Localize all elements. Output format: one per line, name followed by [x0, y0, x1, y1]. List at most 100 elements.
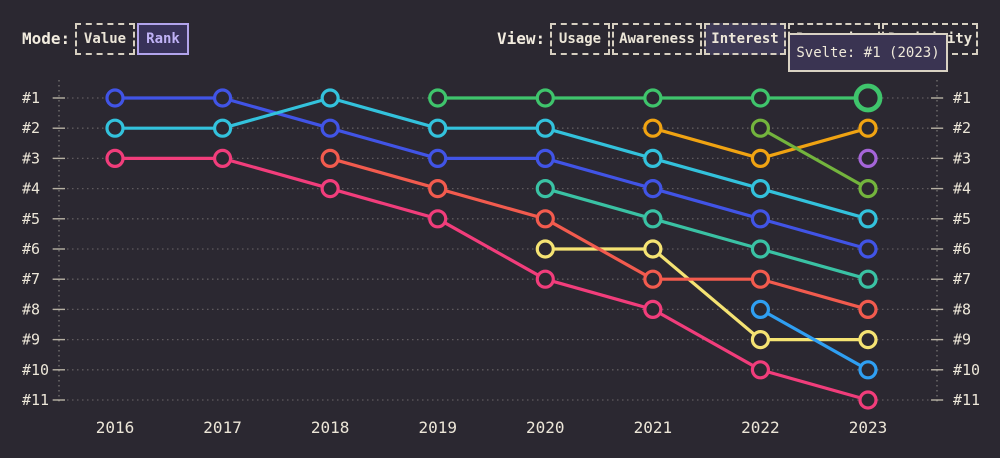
- rank-label-left-6: #6: [22, 240, 40, 258]
- marker-pink-2016[interactable]: [105, 148, 125, 168]
- marker-royal-blue-2020[interactable]: [535, 148, 555, 168]
- year-label-2021: 2021: [634, 418, 673, 437]
- year-label-2022: 2022: [741, 418, 780, 437]
- marker-coral-2020[interactable]: [535, 209, 555, 229]
- marker-pink-2021[interactable]: [643, 299, 663, 319]
- marker-svelte-2020[interactable]: [535, 88, 555, 108]
- marker-pink-2018[interactable]: [320, 179, 340, 199]
- marker-yellow-2021[interactable]: [643, 239, 663, 259]
- marker-pink-2019[interactable]: [428, 209, 448, 229]
- marker-teal-2022[interactable]: [750, 239, 771, 259]
- marker-royal-blue-2022[interactable]: [750, 209, 771, 229]
- marker-coral-2023[interactable]: [858, 299, 878, 319]
- marker-coral-2018[interactable]: [320, 148, 340, 168]
- marker-royal-blue-2021[interactable]: [643, 179, 663, 199]
- marker-amber-2022[interactable]: [750, 148, 771, 168]
- marker-cyan-2020[interactable]: [535, 118, 555, 138]
- marker-cyan-2017[interactable]: [212, 118, 233, 138]
- rank-label-right-2: #2: [953, 119, 971, 137]
- marker-royal-blue-2023[interactable]: [858, 239, 878, 259]
- tooltip: Svelte: #1 (2023): [788, 33, 948, 72]
- rank-label-left-2: #2: [22, 119, 40, 137]
- marker-yellow-2023[interactable]: [858, 330, 878, 350]
- year-label-2020: 2020: [526, 418, 565, 437]
- rank-label-right-1: #1: [953, 89, 971, 107]
- series-line-pink: [113, 156, 870, 402]
- marker-yellow-2020[interactable]: [535, 239, 555, 259]
- marker-svelte-2021[interactable]: [643, 88, 663, 108]
- rank-label-right-7: #7: [953, 270, 971, 288]
- marker-sky-blue-2023[interactable]: [858, 360, 878, 380]
- rank-label-left-11: #11: [22, 391, 49, 409]
- rank-label-right-9: #9: [953, 331, 971, 349]
- view-option-usage[interactable]: Usage: [550, 23, 610, 55]
- year-label-2018: 2018: [311, 418, 350, 437]
- marker-cyan-2023[interactable]: [858, 209, 878, 229]
- rank-label-right-10: #10: [953, 361, 980, 379]
- marker-cyan-2022[interactable]: [750, 179, 771, 199]
- marker-cyan-2021[interactable]: [643, 148, 663, 168]
- marker-cyan-2016[interactable]: [105, 118, 125, 138]
- marker-pink-2023[interactable]: [858, 390, 878, 410]
- year-label-2017: 2017: [203, 418, 242, 437]
- marker-cyan-2019[interactable]: [428, 118, 448, 138]
- marker-pink-2022[interactable]: [750, 360, 771, 380]
- mode-label: Mode:: [22, 29, 71, 48]
- view-option-interest[interactable]: Interest: [704, 23, 786, 55]
- tooltip-text: Svelte: #1 (2023): [796, 44, 940, 61]
- marker-pink-2017[interactable]: [212, 148, 233, 168]
- marker-olive-green-2022[interactable]: [750, 118, 771, 138]
- rank-label-left-7: #7: [22, 270, 40, 288]
- rank-label-right-3: #3: [953, 149, 971, 167]
- marker-svelte-2022[interactable]: [750, 88, 771, 108]
- marker-teal-2021[interactable]: [643, 209, 663, 229]
- marker-coral-2021[interactable]: [643, 269, 663, 289]
- marker-coral-2019[interactable]: [428, 179, 448, 199]
- year-label-2023: 2023: [849, 418, 888, 437]
- rank-label-left-4: #4: [22, 180, 40, 198]
- rank-label-left-10: #10: [22, 361, 49, 379]
- series-line-olive-green: [758, 126, 870, 191]
- rank-label-left-5: #5: [22, 210, 40, 228]
- year-label-2016: 2016: [96, 418, 135, 437]
- view-label: View:: [497, 29, 546, 48]
- series-line-cyan: [113, 96, 870, 221]
- marker-yellow-2022[interactable]: [750, 330, 771, 350]
- rank-label-left-3: #3: [22, 149, 40, 167]
- rank-label-right-5: #5: [953, 210, 971, 228]
- marker-sky-blue-2022[interactable]: [750, 299, 771, 319]
- series-line-coral: [328, 156, 870, 311]
- marker-purple-2023[interactable]: [858, 148, 878, 168]
- marker-cyan-2018[interactable]: [320, 88, 340, 108]
- series-line-sky-blue: [758, 307, 870, 372]
- mode-option-rank[interactable]: Rank: [137, 23, 189, 55]
- rank-label-left-8: #8: [22, 300, 40, 318]
- rank-label-right-6: #6: [953, 240, 971, 258]
- marker-royal-blue-2018[interactable]: [320, 118, 340, 138]
- rank-label-left-1: #1: [22, 89, 40, 107]
- marker-teal-2023[interactable]: [858, 269, 878, 289]
- marker-svelte-2023[interactable]: [853, 83, 883, 113]
- marker-olive-green-2023[interactable]: [858, 179, 878, 199]
- rank-label-right-8: #8: [953, 300, 971, 318]
- marker-royal-blue-2017[interactable]: [212, 88, 233, 108]
- mode-button-group: Value Rank: [75, 23, 189, 55]
- marker-pink-2020[interactable]: [535, 269, 555, 289]
- series-line-royal-blue: [113, 96, 870, 251]
- rank-label-right-4: #4: [953, 180, 971, 198]
- mode-option-value[interactable]: Value: [75, 23, 135, 55]
- marker-svelte-2019[interactable]: [428, 88, 448, 108]
- marker-royal-blue-2016[interactable]: [105, 88, 125, 108]
- marker-coral-2022[interactable]: [750, 269, 771, 289]
- marker-royal-blue-2019[interactable]: [428, 148, 448, 168]
- rank-label-left-9: #9: [22, 331, 40, 349]
- rank-label-right-11: #11: [953, 391, 980, 409]
- series-line-teal: [543, 187, 870, 281]
- marker-amber-2021[interactable]: [643, 118, 663, 138]
- marker-teal-2020[interactable]: [535, 179, 555, 199]
- marker-amber-2023[interactable]: [858, 118, 878, 138]
- year-label-2019: 2019: [418, 418, 457, 437]
- view-option-awareness[interactable]: Awareness: [612, 23, 702, 55]
